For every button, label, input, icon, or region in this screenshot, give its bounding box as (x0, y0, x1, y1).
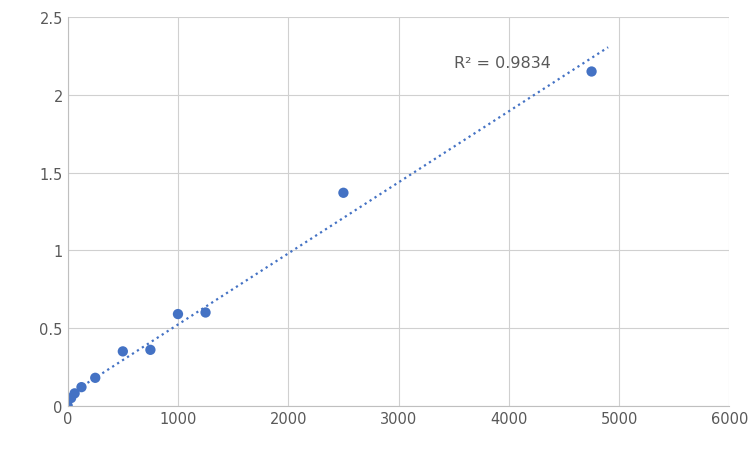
Point (62, 402, 74, 410)
Point (199, 309, 211, 317)
Text: R² = 0.9834: R² = 0.9834 (453, 56, 550, 71)
Point (75, 384, 87, 391)
Point (586, 69, 598, 76)
Point (65, 395, 77, 402)
Point (117, 348, 129, 355)
Point (68, 390, 80, 397)
Point (144, 346, 156, 354)
Point (89, 374, 102, 382)
Point (338, 190, 350, 197)
Point (172, 311, 184, 318)
